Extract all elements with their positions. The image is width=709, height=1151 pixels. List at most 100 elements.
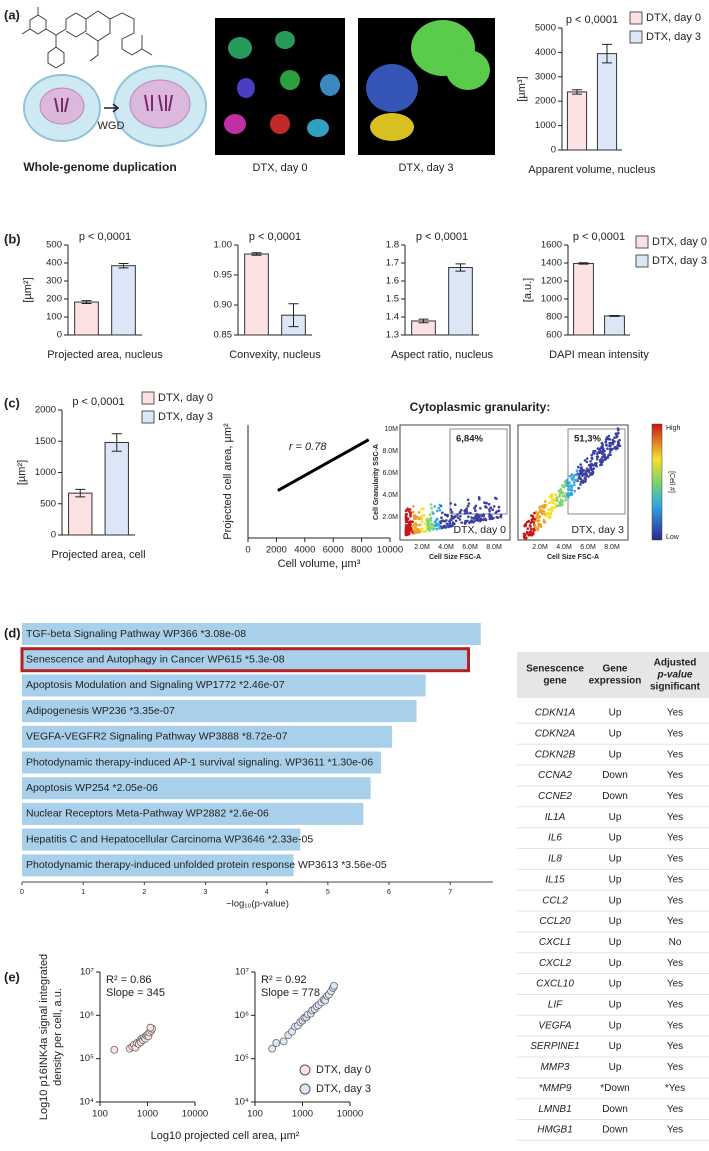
bar <box>111 265 136 336</box>
error-bar <box>118 263 129 269</box>
flow-event <box>537 511 540 515</box>
annotation: p < 0,0001 <box>566 14 618 26</box>
table-cell: CCNA2 <box>538 770 572 781</box>
flow-event <box>449 508 453 512</box>
table-cell: Yes <box>667 1125 683 1136</box>
flow-event <box>558 493 562 496</box>
flow-event <box>565 478 569 482</box>
x-axis-label: Log10 projected cell area, µm² <box>151 1130 300 1142</box>
flow-y-tick: 4.0M <box>382 492 398 499</box>
flow-event <box>411 510 415 514</box>
flow-event <box>411 525 415 528</box>
table-header: Adjusted <box>654 658 697 669</box>
legend-label: DTX, day 0 <box>652 236 707 248</box>
flow-event <box>585 469 588 473</box>
annotation: p < 0,0001 <box>72 396 124 408</box>
table-cell: CXCL10 <box>536 979 574 990</box>
flow-event <box>418 523 421 527</box>
flow-event <box>543 506 547 509</box>
flow-event <box>561 485 564 488</box>
flow-event <box>604 440 607 444</box>
x-axis-label: Convexity, nucleus <box>229 349 321 361</box>
flow-event <box>460 521 464 524</box>
colorbar <box>651 423 663 541</box>
panel-label: (a) <box>4 7 20 22</box>
microscopy-image <box>215 18 495 155</box>
flow-event <box>412 514 416 517</box>
flow-event <box>576 465 580 469</box>
molecule-sketch <box>21 7 153 69</box>
flow-event <box>601 446 604 449</box>
flow-event <box>543 512 547 516</box>
table-cell: Yes <box>667 770 683 781</box>
flow-event <box>596 455 600 459</box>
x-axis-label: DAPI mean intensity <box>549 349 649 361</box>
bar <box>596 53 618 151</box>
flow-event <box>478 496 481 500</box>
flow-event <box>594 449 597 453</box>
y-tick-label: 1400 <box>541 258 562 269</box>
y-axis-label: Log10 p16INK4a signal integrated <box>38 954 50 1120</box>
annotation: Slope = 345 <box>106 987 165 999</box>
flow-event <box>429 527 432 530</box>
flow-event <box>552 498 555 502</box>
table-cell: Yes <box>667 895 683 906</box>
flow-event <box>547 508 550 512</box>
error-bar <box>81 300 92 304</box>
flow-event <box>420 527 423 531</box>
flow-event <box>437 506 441 510</box>
flow-event <box>573 473 577 477</box>
legend-swatch <box>299 1064 311 1076</box>
flow-event <box>554 506 557 509</box>
flow-event <box>479 517 483 520</box>
flow-event <box>561 494 565 498</box>
y-axis-label: [µm³] <box>516 76 528 101</box>
flow-event <box>550 493 554 496</box>
flow-event <box>450 510 454 514</box>
cell-schematic <box>23 65 207 147</box>
flow-event <box>414 522 418 525</box>
flow-event <box>527 533 531 537</box>
bar <box>22 725 393 748</box>
bar <box>22 700 417 723</box>
bar <box>22 674 426 697</box>
bar-label: Photodynamic therapy-induced unfolded pr… <box>26 859 387 871</box>
flow-event <box>598 451 601 455</box>
table-cell: CCNE2 <box>538 791 572 802</box>
flow-event <box>415 528 419 531</box>
legend-swatch <box>299 1083 311 1095</box>
flow-event <box>539 525 543 528</box>
y-tick-label: 0 <box>551 145 556 156</box>
flow-event <box>595 458 599 461</box>
flow-event <box>417 511 421 514</box>
flow-event <box>456 513 459 516</box>
flow-event <box>587 475 590 478</box>
flow-event <box>499 513 503 517</box>
y-tick-label: 1.4 <box>386 312 399 323</box>
panel-label: (d) <box>4 625 21 640</box>
x-tick-label: 1 <box>81 889 85 896</box>
bar-label: Adipogenesis WP236 *3.35e-07 <box>26 705 175 717</box>
flow-event <box>579 483 582 486</box>
flow-event <box>469 511 472 515</box>
flow-event <box>407 509 410 512</box>
y-tick-label: 10⁵ <box>79 1053 94 1064</box>
flow-event <box>411 531 414 534</box>
y-tick-label: 0.85 <box>214 330 233 341</box>
colorbar-label: [Cell #] <box>668 471 675 493</box>
flow-event <box>579 463 582 466</box>
flow-event <box>485 501 489 505</box>
flow-event <box>425 526 428 529</box>
flow-event <box>524 536 528 540</box>
table-cell: Yes <box>667 874 683 885</box>
error-bar <box>455 263 466 272</box>
flow-event <box>613 436 616 440</box>
table-cell: No <box>669 937 682 948</box>
flow-event <box>484 517 487 521</box>
table-cell: SERPINE1 <box>530 1041 579 1052</box>
flow-x-label: Cell Size FSC-A <box>429 554 481 561</box>
y-tick-label: 100 <box>46 312 62 323</box>
flow-event <box>422 530 426 533</box>
legend-label: DTX, day 0 <box>158 392 213 404</box>
